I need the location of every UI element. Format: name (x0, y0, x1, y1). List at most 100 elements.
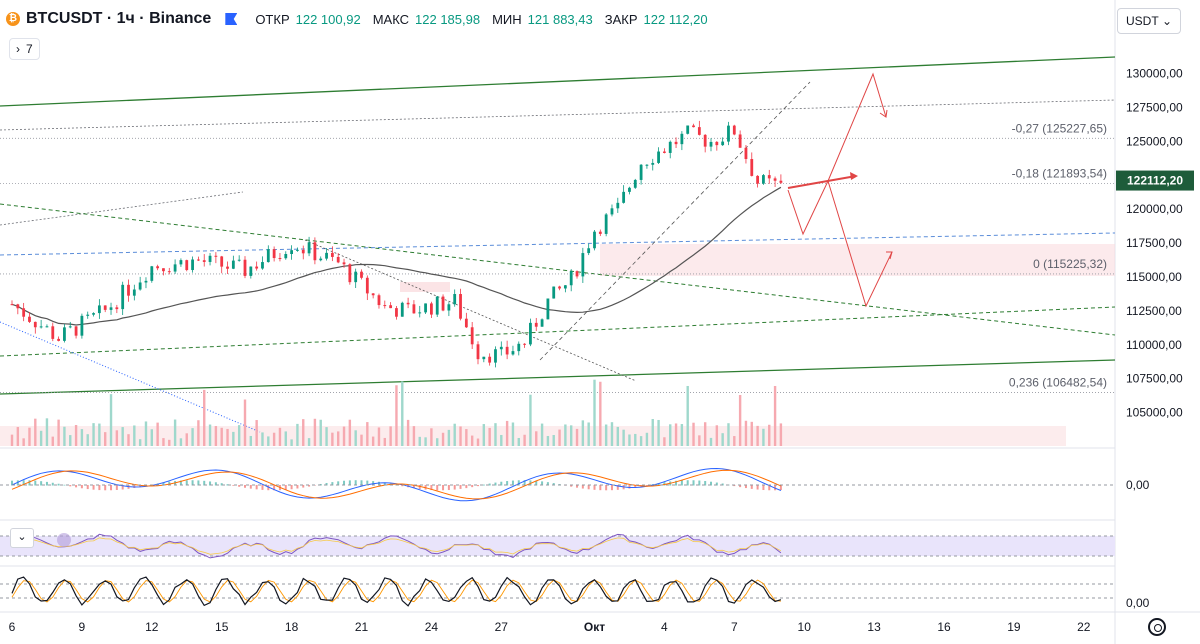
volume-bar (459, 426, 462, 446)
projection-horizontal (787, 175, 857, 189)
volume-bar (86, 434, 89, 446)
macd-histogram-bar (51, 482, 54, 486)
candle-body (360, 271, 363, 278)
collapse-pane-button[interactable]: ⌄ (10, 528, 34, 548)
candle-body (156, 266, 160, 269)
volume-bar (10, 434, 14, 446)
short-dotted-line (0, 191, 244, 226)
candle-body (773, 178, 777, 181)
candle-body (284, 254, 288, 259)
price-axis[interactable]: 130000,00127500,00125000,00122500,001200… (1126, 67, 1183, 420)
candle-body (74, 326, 78, 336)
dashed-trend-down (0, 203, 1116, 336)
macd-histogram-bar (401, 485, 404, 487)
volume-bar (406, 419, 410, 446)
candle-body (587, 248, 591, 254)
volume-bar (208, 424, 212, 446)
candle-body (459, 294, 462, 319)
date-axis[interactable]: 6 9 12 15 18 21 24 27 Окт 4 7 10 13 16 19 22 (9, 620, 1091, 634)
candles (10, 120, 783, 368)
volume-bar (505, 420, 509, 446)
macd-histogram-bar (511, 480, 514, 486)
macd-histogram-bar (69, 485, 72, 487)
volume-bar (703, 422, 707, 446)
last-price-label: 122112,20 (1127, 174, 1183, 188)
volume-bar (401, 381, 404, 446)
candle-body (756, 175, 759, 184)
candle-body (307, 242, 311, 254)
high-value: 122 185,98 (415, 11, 481, 27)
volume-bar (191, 428, 194, 446)
macd-histogram-bar (290, 485, 293, 490)
indicators-toggle[interactable]: › 7 (9, 38, 40, 60)
flag-icon[interactable] (225, 13, 238, 25)
gear-icon[interactable] (1148, 618, 1166, 636)
volume-bar (45, 418, 49, 446)
volume-bar (255, 420, 258, 446)
date-tick-label: 13 (867, 620, 881, 634)
price-tick-label: 127500,00 (1126, 100, 1183, 114)
candle-body (354, 271, 358, 283)
macd-histogram-bar (657, 483, 660, 486)
volume-bar (715, 425, 719, 446)
date-tick-label: 4 (661, 620, 668, 634)
macd-histogram-bar (34, 480, 37, 486)
candle-body (406, 302, 410, 305)
candle-body (762, 175, 765, 184)
volume-bar (698, 435, 701, 446)
volume-bar (127, 434, 130, 446)
macd-histogram-bar (517, 480, 520, 486)
macd-histogram-bar (139, 485, 142, 488)
symbol-title[interactable]: BTCUSDT · 1ч · Binance (26, 10, 212, 27)
candle-body (261, 262, 264, 269)
macd-histogram-bar (418, 485, 421, 489)
volume-bar (307, 438, 311, 446)
price-tick-label: 112500,00 (1126, 304, 1182, 318)
volume-bar (74, 425, 78, 446)
candle-body (243, 259, 247, 276)
volume-bar (424, 437, 427, 446)
fib-label: -0,18 (121893,54) (1012, 167, 1107, 181)
volume-bar (354, 430, 357, 446)
macd-histogram-bar (191, 480, 194, 486)
candle-body (97, 305, 101, 314)
volume-bar (237, 425, 241, 446)
close-label: ЗАКР (604, 11, 638, 27)
macd-histogram-bar (98, 485, 101, 491)
candle-body (191, 259, 194, 271)
arrow-head-right (850, 172, 858, 180)
candle-body (39, 326, 43, 328)
candle-body (680, 133, 684, 145)
volume-bars (10, 379, 783, 446)
volume-bar (570, 425, 573, 446)
low-label: МИН (492, 11, 522, 27)
volume-bar (686, 385, 689, 446)
candle-body (529, 322, 532, 345)
date-tick-label: 12 (145, 620, 159, 634)
low-value: 121 883,43 (527, 11, 593, 27)
candle-body (51, 326, 55, 339)
macd-histogram-bar (692, 480, 695, 486)
chevron-right-icon: › (16, 42, 20, 56)
macd-histogram-bar (587, 485, 590, 490)
volume-bar (121, 427, 124, 446)
candle-body (132, 289, 136, 296)
candle-body (727, 125, 730, 142)
macd-histogram-bar (459, 485, 462, 489)
volume-bar (762, 428, 765, 446)
macd-histogram-bar (92, 485, 95, 490)
macd-histogram-bar (185, 480, 188, 486)
currency-selector[interactable]: USDT ⌄ (1117, 8, 1181, 34)
candle-body (563, 285, 567, 289)
dashed-up-line (539, 81, 811, 361)
volume-bar (558, 429, 561, 446)
candle-body (92, 313, 95, 315)
macd-histogram-bar (675, 480, 678, 486)
candle-body (476, 344, 480, 360)
volume-bar (418, 436, 421, 446)
arrow-head-up (879, 109, 888, 118)
fib-label: 0,236 (106482,54) (1009, 376, 1107, 390)
macd-histogram-bar (482, 484, 485, 486)
candle-body (371, 293, 375, 296)
